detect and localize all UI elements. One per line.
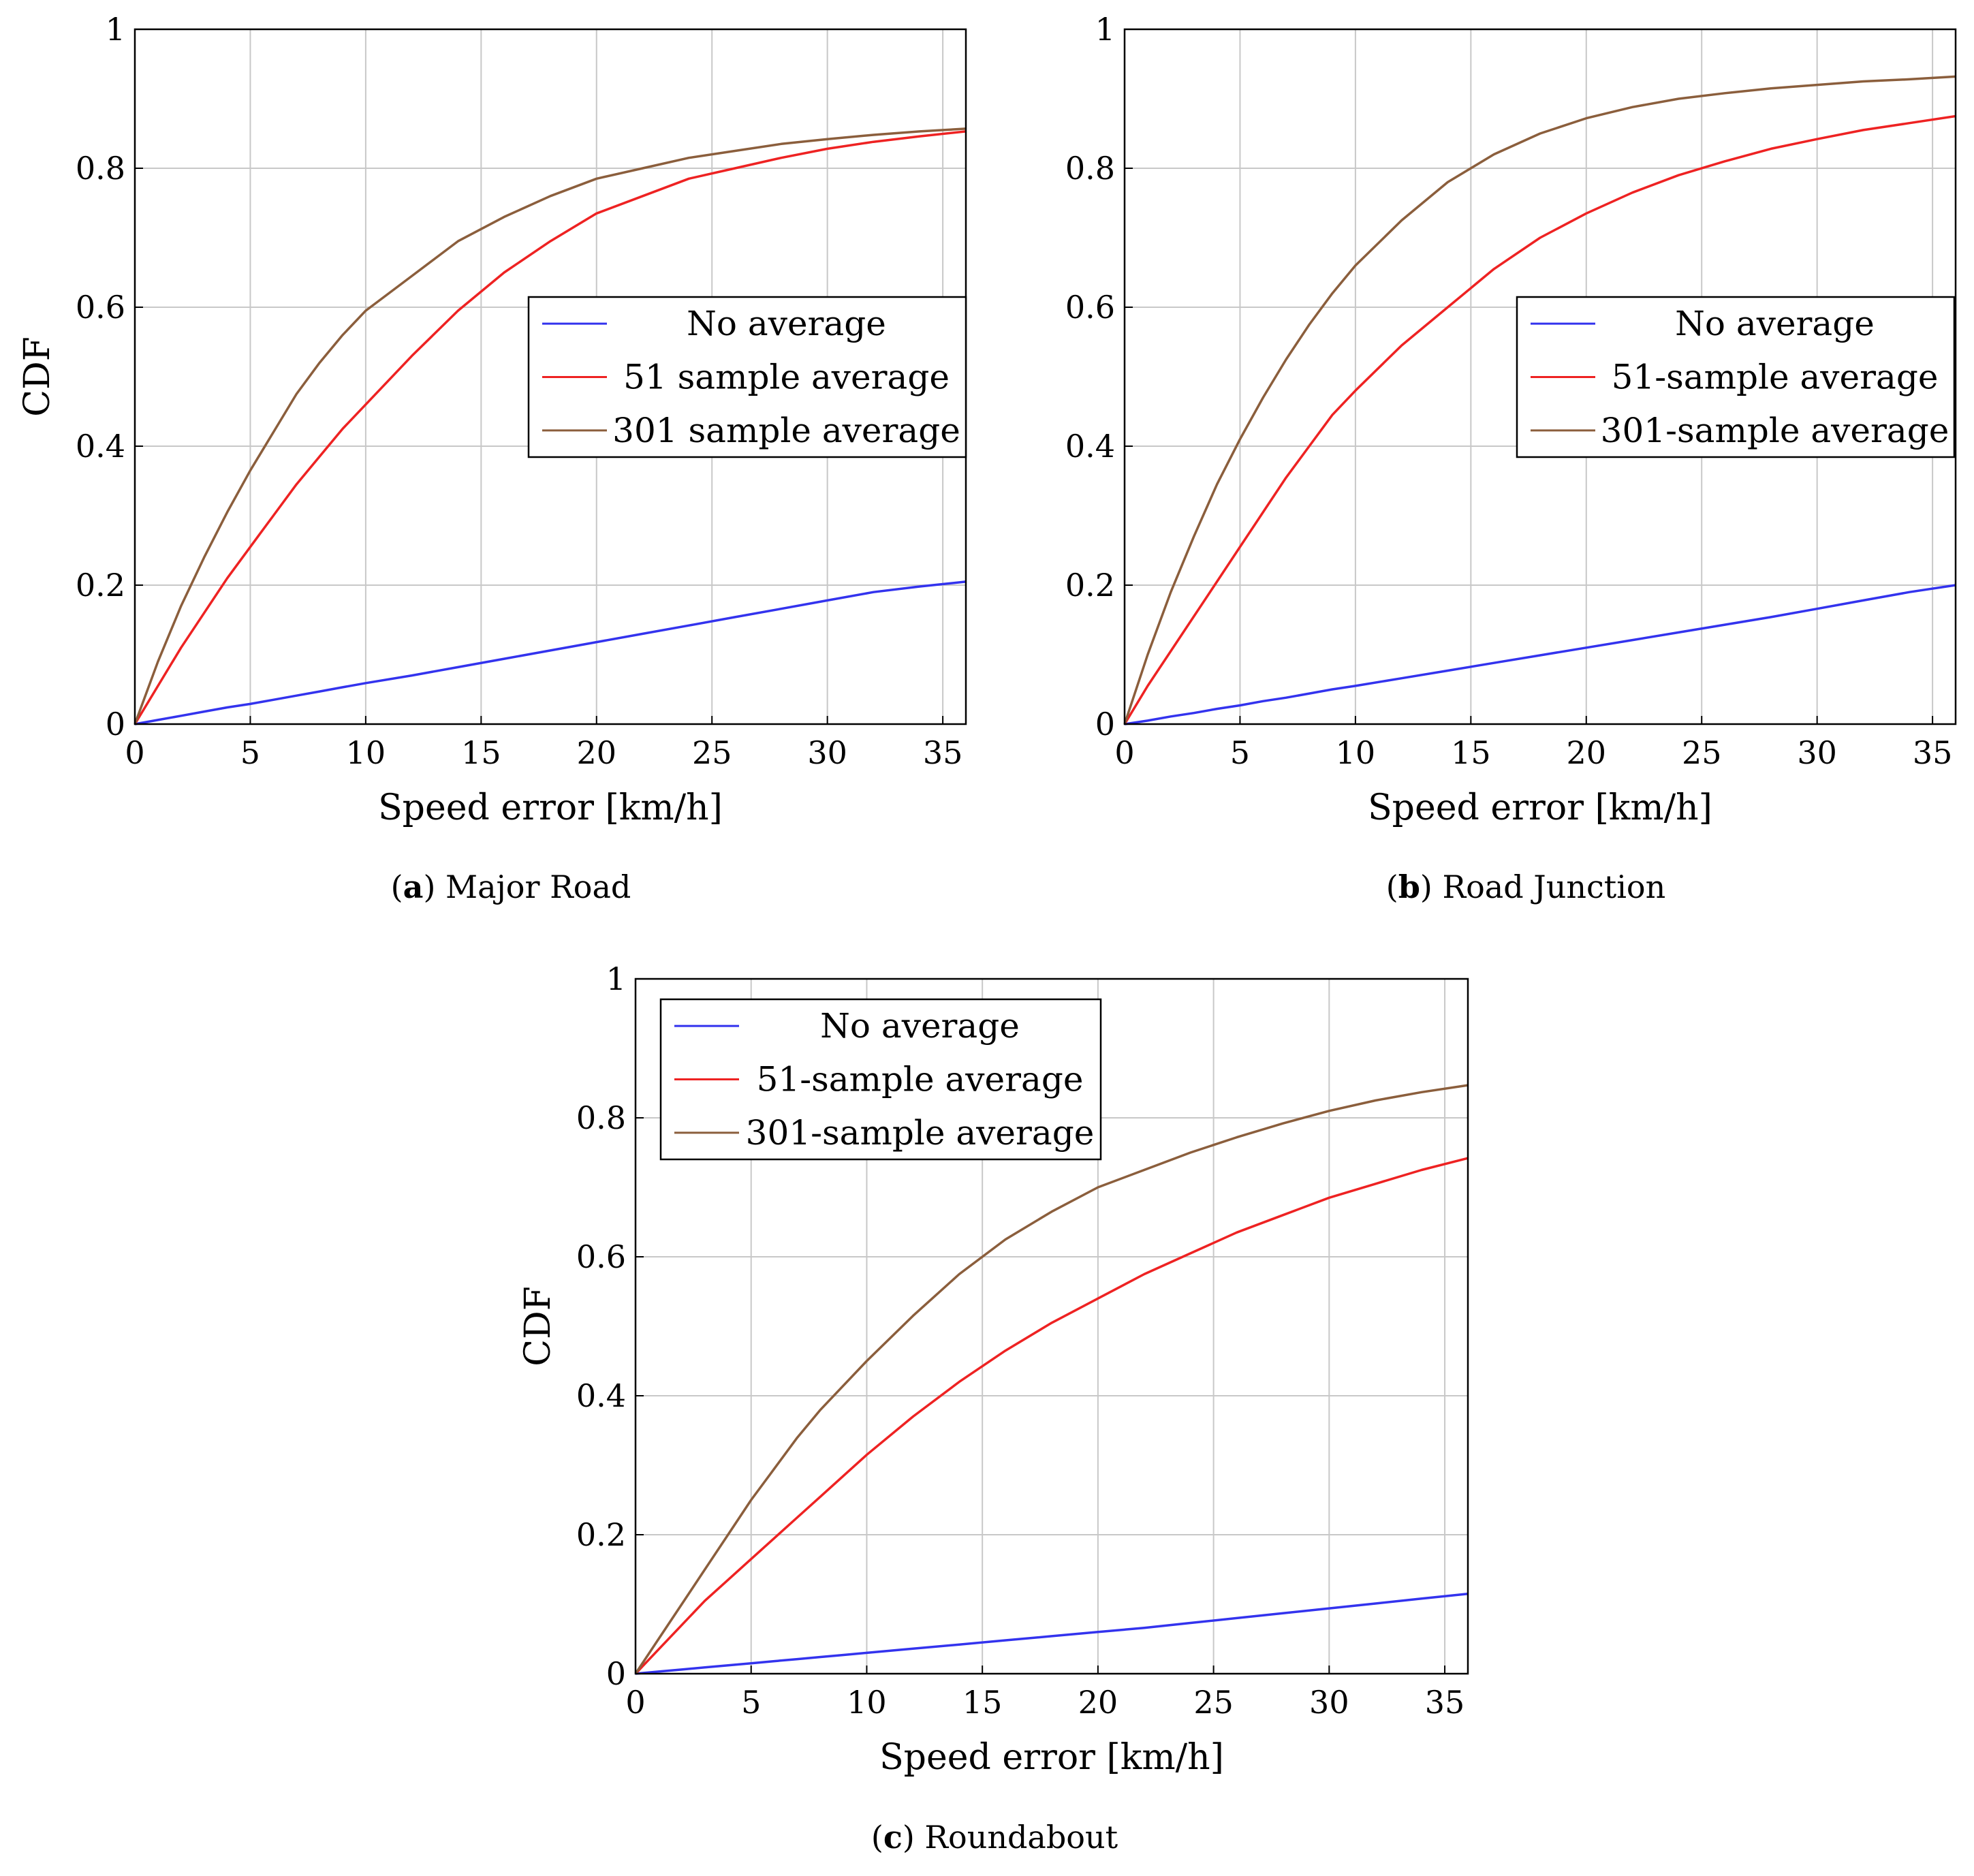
x-tick-label-a-7: 35	[923, 734, 963, 771]
y-tick-label-a-0: 0	[106, 706, 125, 742]
y-tick-label-c-2: 0.4	[576, 1377, 626, 1414]
series-line-a-2	[134, 127, 967, 725]
x-tick-label-c-0: 0	[625, 1684, 645, 1721]
legend-label-b-2: 301-sample average	[1601, 411, 1949, 450]
caption-b: (b) Road Junction	[1385, 869, 1666, 905]
y-tick-label-c-4: 0.8	[576, 1099, 626, 1136]
x-tick-label-b-5: 25	[1682, 734, 1722, 771]
x-tick-label-c-1: 5	[741, 1684, 761, 1721]
y-tick-label-a-3: 0.6	[76, 289, 125, 326]
legend-label-c-1: 51-sample average	[757, 1060, 1084, 1099]
y-axis-label-a: CDF	[17, 337, 58, 417]
y-tick-label-b-4: 0.8	[1065, 150, 1115, 187]
y-tick-label-a-2: 0.4	[76, 428, 125, 465]
x-axis-label-a: Speed error [km/h]	[378, 787, 723, 828]
y-tick-label-a-5: 1	[106, 11, 125, 48]
legend-a: No average 51 sample average 301 sample av…	[527, 296, 967, 458]
caption-c-letter: c	[883, 1819, 903, 1856]
legend-label-c-2: 301-sample average	[746, 1113, 1095, 1153]
x-tick-label-b-1: 5	[1230, 734, 1250, 771]
series-line-a-1	[134, 130, 967, 725]
legend-label-a-2: 301 sample average	[612, 411, 960, 450]
caption-a-letter: a	[403, 869, 424, 905]
x-tick-label-a-0: 0	[125, 734, 144, 771]
y-tick-label-c-1: 0.2	[576, 1516, 626, 1553]
caption-a: (a) Major Road	[390, 869, 631, 905]
series-line-b-0	[1124, 584, 1956, 725]
y-tick-label-b-2: 0.4	[1065, 428, 1115, 465]
caption-b-letter: b	[1398, 869, 1420, 905]
x-tick-label-a-6: 30	[807, 734, 847, 771]
legend-label-a-1: 51 sample average	[623, 358, 950, 397]
x-tick-label-c-5: 25	[1193, 1684, 1234, 1721]
x-tick-label-c-3: 15	[962, 1684, 1003, 1721]
x-tick-label-b-3: 15	[1451, 734, 1491, 771]
series-line-c-0	[635, 1592, 1469, 1675]
x-axis-label-b: Speed error [km/h]	[1368, 787, 1712, 828]
series-line-c-2	[634, 1084, 1469, 1674]
x-tick-label-c-7: 35	[1425, 1684, 1465, 1721]
legend-label-b-1: 51-sample average	[1612, 358, 1939, 397]
x-tick-label-c-2: 10	[847, 1684, 887, 1721]
chart-b: 0 5 10 15 20 25 30 35 0 0.2 0.4 0.6 0.8 1 Speed error …	[1065, 11, 1957, 828]
x-tick-label-b-2: 10	[1336, 734, 1376, 771]
x-tick-label-a-5: 25	[692, 734, 732, 771]
series-line-c-1	[634, 1157, 1469, 1675]
series-line-a-0	[134, 580, 967, 725]
y-axis-label-c: CDF	[518, 1286, 559, 1366]
x-axis-label-c: Speed error [km/h]	[879, 1737, 1224, 1778]
y-tick-label-c-5: 1	[606, 960, 626, 997]
x-tick-label-a-2: 10	[346, 734, 386, 771]
legend-b: No average 51-sample average 301-sample av…	[1516, 296, 1956, 458]
y-tick-label-b-3: 0.6	[1065, 289, 1115, 326]
x-tick-label-b-7: 35	[1913, 734, 1953, 771]
x-tick-label-b-0: 0	[1114, 734, 1134, 771]
caption-c-text: Roundabout	[924, 1819, 1118, 1856]
x-tick-label-b-4: 20	[1567, 734, 1607, 771]
x-tick-label-c-6: 30	[1309, 1684, 1349, 1721]
series-line-b-2	[1123, 75, 1956, 725]
chart-a: 0 5 10 15 20 25 30 35 0 0.2 0.4 0.6 0.8 1 Speed error …	[17, 11, 967, 828]
plot-frame-b	[1123, 28, 1957, 725]
chart-c: 0 5 10 15 20 25 30 35 0 0.2 0.4 0.6 0.8 1 Speed error …	[518, 960, 1469, 1778]
x-tick-label-c-4: 20	[1078, 1684, 1118, 1721]
y-tick-label-c-0: 0	[606, 1655, 626, 1692]
series-line-b-1	[1123, 114, 1956, 725]
y-tick-label-a-1: 0.2	[76, 567, 125, 604]
legend-label-a-0: No average	[687, 304, 886, 343]
caption-c: (c) Roundabout	[871, 1819, 1118, 1856]
x-tick-label-a-3: 15	[461, 734, 501, 771]
y-tick-label-b-1: 0.2	[1065, 567, 1115, 604]
plot-frame-c	[634, 978, 1469, 1675]
legend-label-b-0: No average	[1675, 304, 1875, 343]
caption-a-text: Major Road	[445, 869, 631, 905]
x-tick-label-b-6: 30	[1797, 734, 1837, 771]
legend-c: No average 51-sample average 301-sample av…	[659, 998, 1102, 1161]
y-tick-label-a-4: 0.8	[76, 150, 125, 187]
y-tick-label-c-3: 0.6	[576, 1238, 626, 1275]
x-tick-label-a-1: 5	[240, 734, 260, 771]
x-tick-label-a-4: 20	[577, 734, 617, 771]
y-tick-label-b-5: 1	[1095, 11, 1115, 48]
legend-label-c-0: No average	[820, 1006, 1020, 1046]
caption-b-text: Road Junction	[1442, 869, 1666, 905]
y-tick-label-b-0: 0	[1095, 706, 1115, 742]
